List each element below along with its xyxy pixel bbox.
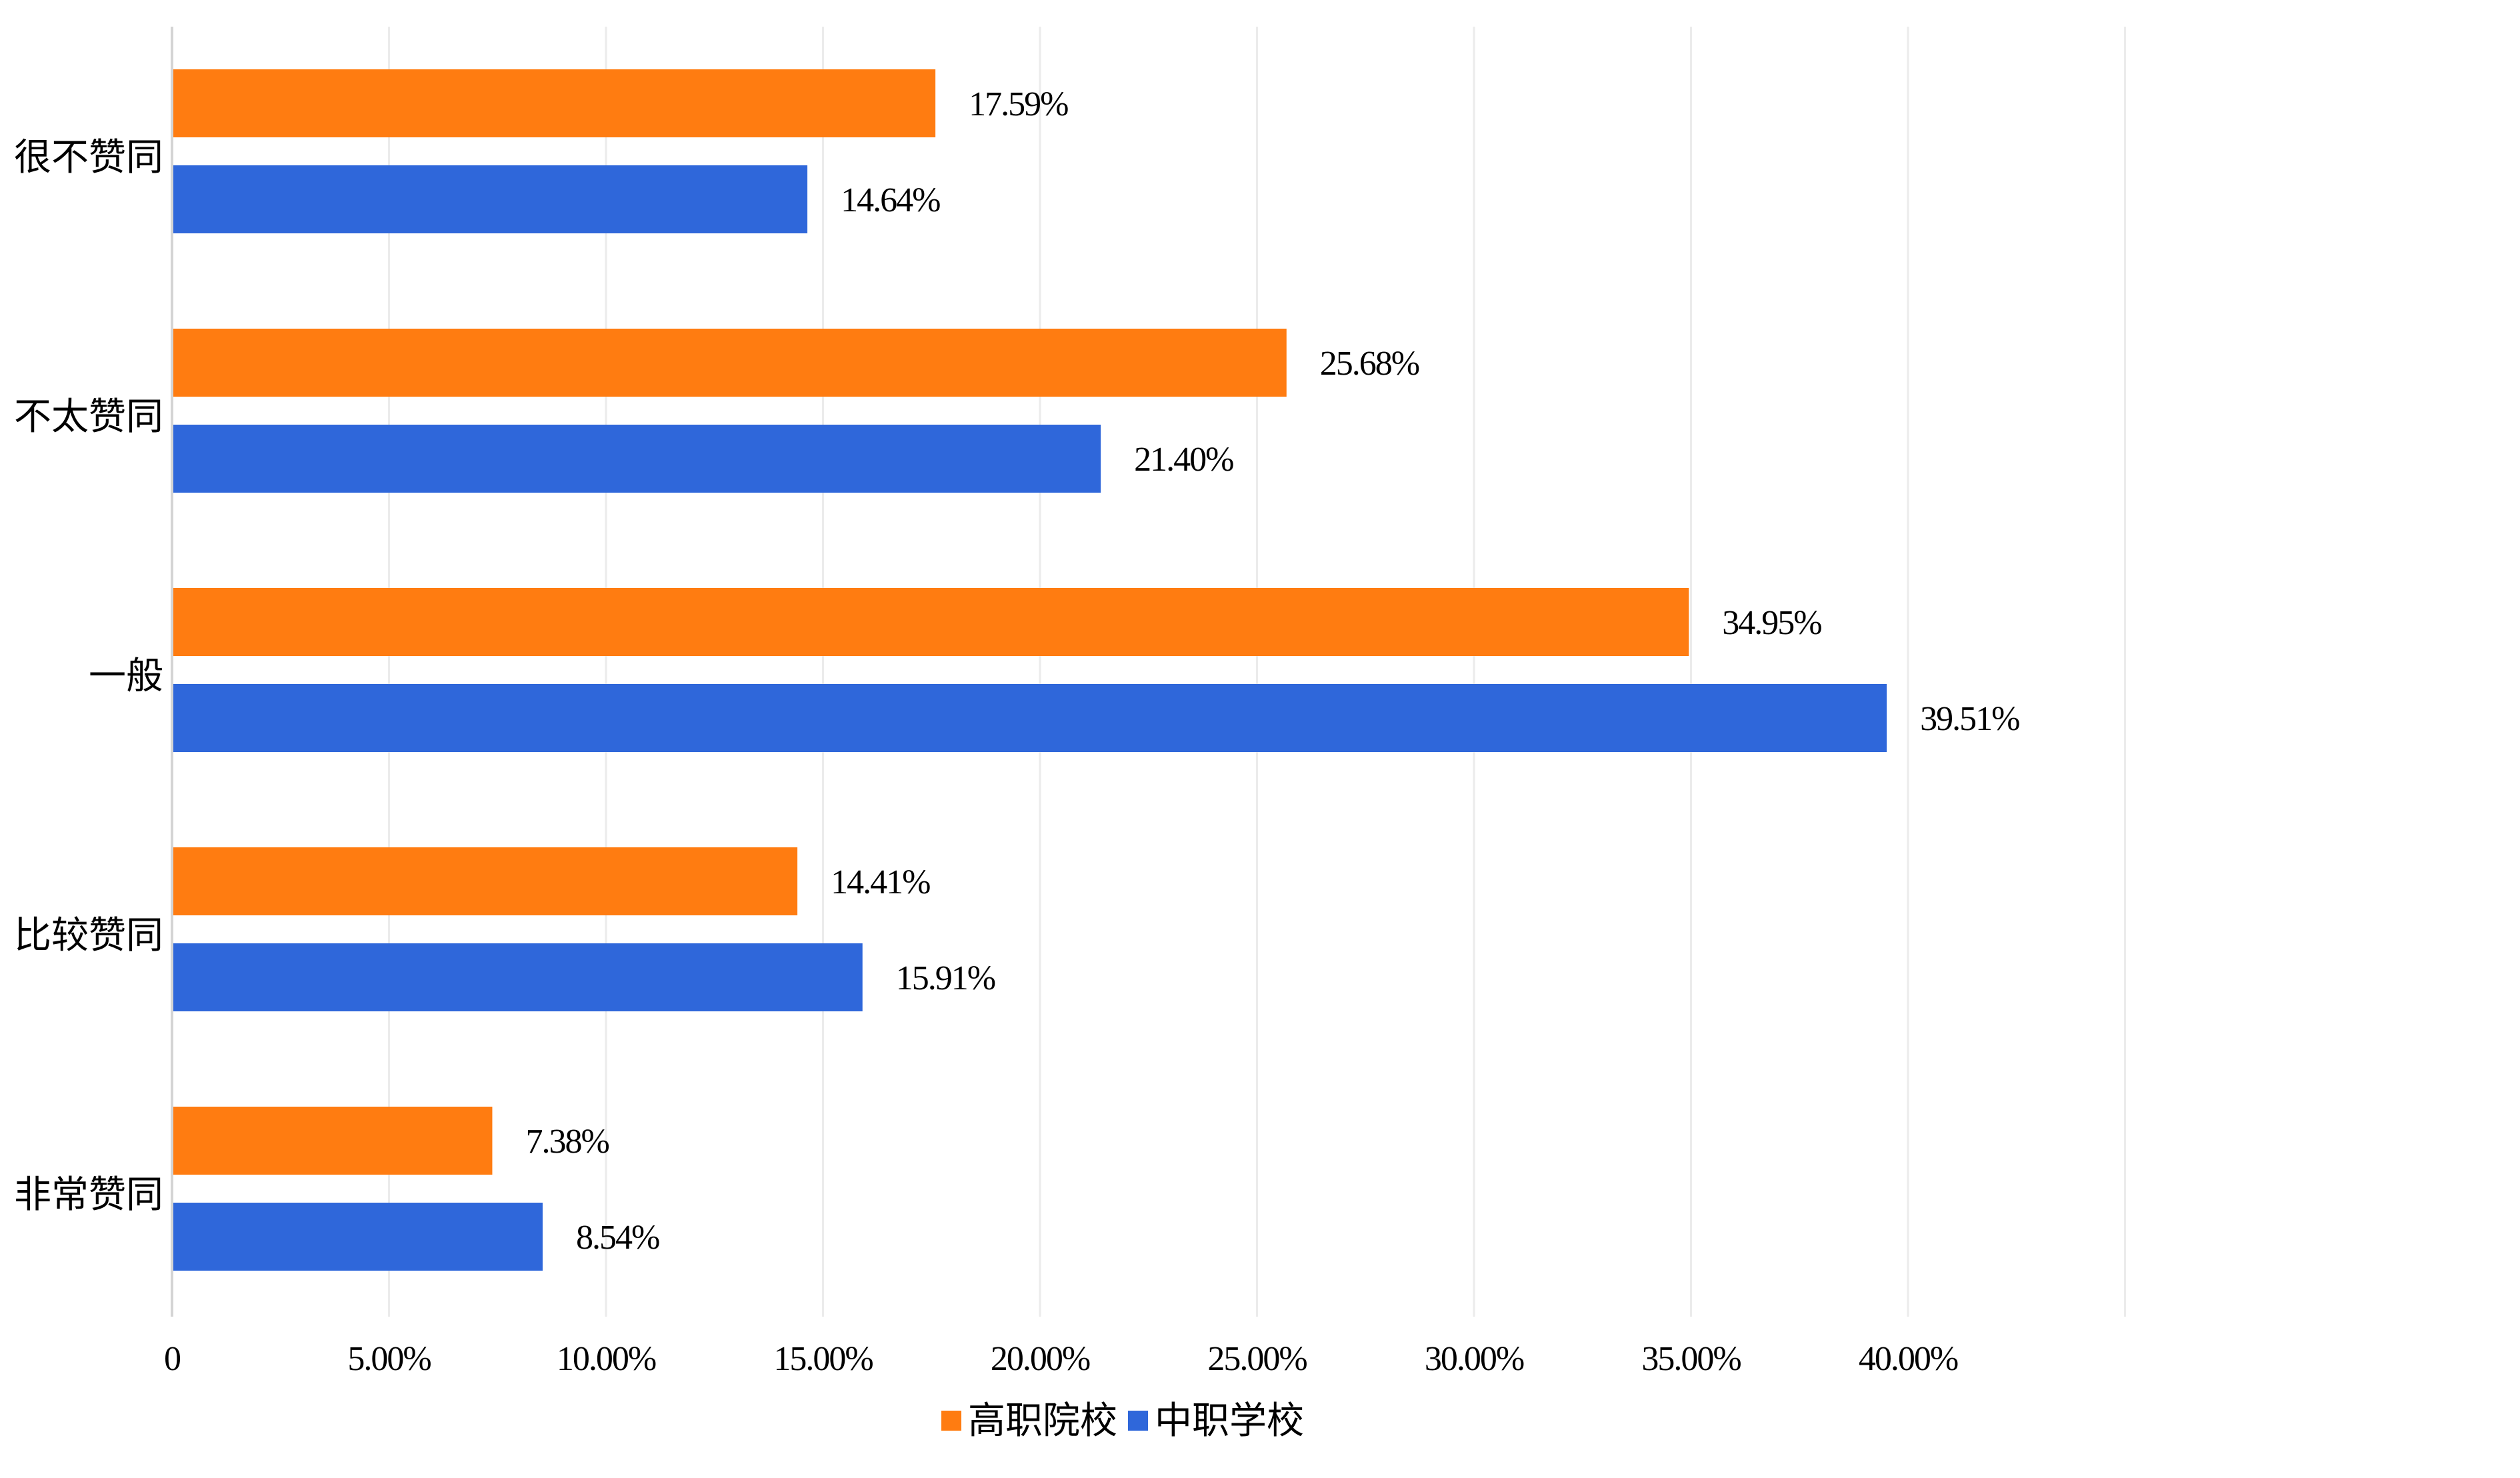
gridlines xyxy=(388,27,2126,1317)
legend-label: 中职学校 xyxy=(1155,1401,1304,1442)
category-label: 比较赞同 xyxy=(14,915,163,957)
data-label: 34.95% xyxy=(1722,604,1821,642)
x-tick-label: 20.00% xyxy=(991,1340,1090,1378)
bar-series-2 xyxy=(172,943,863,1011)
data-label: 25.68% xyxy=(1320,345,1419,383)
data-label: 17.59% xyxy=(969,85,1068,123)
x-tick-label: 25.00% xyxy=(1207,1340,1307,1378)
category-label: 非常赞同 xyxy=(14,1175,163,1216)
legend: 高职院校 中职学校 xyxy=(941,1401,1304,1442)
data-label: 21.40% xyxy=(1134,441,1233,479)
legend-item: 中职学校 xyxy=(1128,1401,1304,1442)
data-label: 14.41% xyxy=(831,863,930,901)
data-label: 39.51% xyxy=(1920,700,2019,738)
bar-series-2 xyxy=(172,1203,543,1271)
bars xyxy=(172,69,1887,1271)
bar-series-2 xyxy=(172,684,1887,752)
x-tick-label: 30.00% xyxy=(1425,1340,1524,1378)
x-tick-label: 40.00% xyxy=(1859,1340,1958,1378)
bar-series-2 xyxy=(172,425,1101,493)
legend-item: 高职院校 xyxy=(941,1401,1117,1442)
bar-series-1 xyxy=(172,1107,493,1175)
bar-series-1 xyxy=(172,329,1287,397)
legend-swatch xyxy=(1128,1411,1148,1431)
data-label: 7.38% xyxy=(525,1123,609,1161)
x-tick-label: 10.00% xyxy=(557,1340,656,1378)
x-tick-label: 15.00% xyxy=(773,1340,873,1378)
data-label: 14.64% xyxy=(841,181,940,219)
x-tick-label: 0 xyxy=(164,1340,181,1378)
category-label: 不太赞同 xyxy=(14,397,163,438)
x-tick-label: 5.00% xyxy=(347,1340,431,1378)
legend-label: 高职院校 xyxy=(968,1401,1117,1442)
data-label: 15.91% xyxy=(896,959,995,997)
bar-series-1 xyxy=(172,847,798,915)
x-tick-label: 35.00% xyxy=(1641,1340,1741,1378)
category-label: 一般 xyxy=(89,656,163,697)
bar-series-1 xyxy=(172,69,936,137)
data-labels: 17.59% 14.64% 25.68% 21.40% 34.95% 39.51% 14.4… xyxy=(525,85,2021,1257)
category-label: 很不赞同 xyxy=(14,137,163,179)
data-label: 8.54% xyxy=(576,1219,659,1257)
value-axis-ticks: 0 5.00% 10.00% 15.00% 20.00% 25.00% 30.00% 35.0… xyxy=(164,1340,1959,1378)
legend-swatch xyxy=(941,1411,961,1431)
bar-series-2 xyxy=(172,165,808,233)
bar-series-1 xyxy=(172,588,1689,656)
